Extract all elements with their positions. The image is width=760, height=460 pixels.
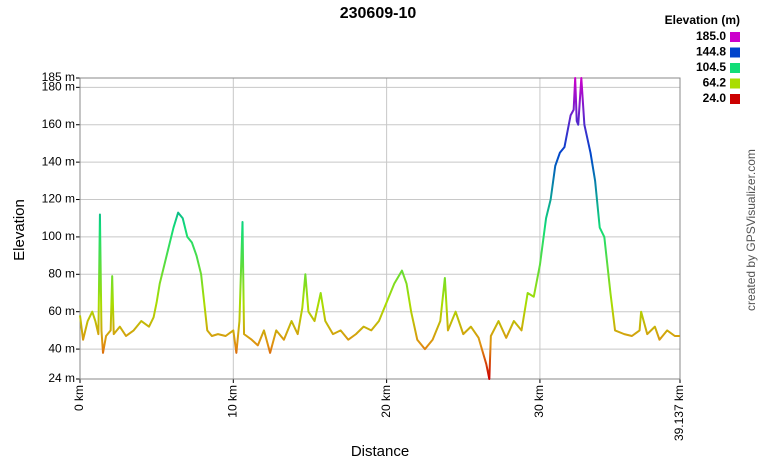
y-tick-label: 185 m [42, 70, 75, 84]
y-tick-label: 40 m [48, 341, 75, 355]
legend-swatch [730, 94, 740, 104]
legend-label: 185.0 [696, 29, 726, 43]
elevation-line [79, 77, 680, 380]
legend-swatch [730, 47, 740, 58]
y-axis-label: Elevation [11, 199, 28, 261]
y-tick-label: 120 m [42, 192, 75, 206]
y-tick-label: 140 m [42, 154, 75, 168]
x-tick-label: 30 km [532, 385, 546, 418]
x-tick-label: 39.137 km [672, 385, 686, 441]
legend-label: 104.5 [696, 60, 726, 74]
y-tick-label: 100 m [42, 229, 75, 243]
chart-title: 230609-10 [340, 5, 417, 22]
y-tick-label: 24 m [48, 371, 75, 385]
plot-border [79, 77, 681, 380]
legend-label: 144.8 [696, 45, 726, 59]
x-tick-label: 20 km [379, 385, 393, 418]
y-tick-label: 160 m [42, 117, 75, 131]
legend-swatch [730, 63, 740, 73]
legend-label: 24.0 [703, 91, 727, 105]
x-axis-label: Distance [351, 443, 409, 460]
credit: created by GPSVisualizer.com [744, 149, 758, 311]
legend-label: 64.2 [703, 76, 727, 90]
x-tick-label: 10 km [225, 385, 239, 418]
x-tick-label: 0 km [72, 385, 86, 411]
legend-title: Elevation (m) [665, 13, 740, 27]
y-tick-label: 80 m [48, 266, 75, 280]
legend-swatch [730, 32, 740, 42]
legend-swatch [730, 78, 740, 89]
y-tick-label: 60 m [48, 304, 75, 318]
y-tick-label: 180 m [42, 80, 75, 94]
